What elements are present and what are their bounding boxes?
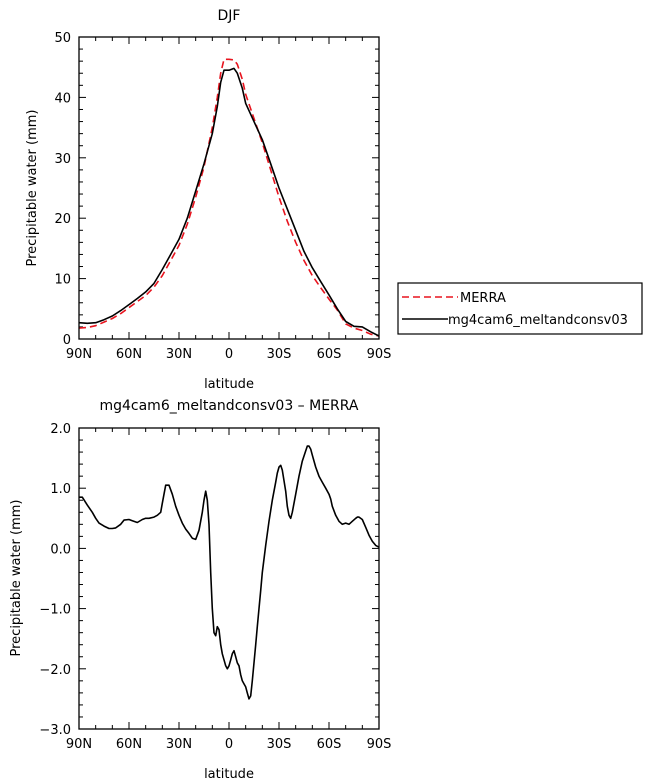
bottom-series-line-difference xyxy=(79,445,380,700)
bottom-series-lines xyxy=(79,445,380,700)
bottom-y-tick-label: −3.0 xyxy=(39,723,71,738)
top-y-tick-label: 20 xyxy=(54,212,71,227)
bottom-x-tick-label: 90N xyxy=(66,737,92,752)
top-chart-title: DJF xyxy=(218,8,241,24)
top-x-axis-label: latitude xyxy=(204,377,254,392)
bottom-panel: mg4cam6_meltandconsv03 – MERRA Precipita… xyxy=(9,398,391,782)
bottom-x-tick-label: 30S xyxy=(267,737,292,752)
top-plot-frame xyxy=(78,36,380,340)
top-series-line-merra xyxy=(78,58,380,337)
bottom-y-tick-label: 1.0 xyxy=(50,482,71,497)
bottom-y-tick-label: −2.0 xyxy=(39,663,71,678)
top-x-tick-label: 30N xyxy=(166,347,192,362)
bottom-y-tick-label: −1.0 xyxy=(39,603,71,618)
bottom-chart-title: mg4cam6_meltandconsv03 – MERRA xyxy=(99,398,358,414)
bottom-y-axis-label: Precipitable water (mm) xyxy=(9,500,24,657)
top-y-tick-label: 50 xyxy=(54,31,71,46)
bottom-x-tick-label: 90S xyxy=(367,737,392,752)
top-y-tick-label: 10 xyxy=(54,273,71,288)
bottom-y-tick-label: 0.0 xyxy=(50,542,71,557)
bottom-x-axis-label: latitude xyxy=(204,767,254,782)
bottom-x-tick-label: 30N xyxy=(166,737,192,752)
bottom-y-tick-label: 2.0 xyxy=(50,422,71,437)
legend: MERRA mg4cam6_meltandconsv03 xyxy=(397,282,643,335)
top-y-tick-label: 0 xyxy=(63,333,71,348)
top-x-tick-label: 90N xyxy=(66,347,92,362)
top-x-tick-label: 60N xyxy=(116,347,142,362)
top-y-tick-label: 40 xyxy=(54,91,71,106)
top-panel: DJF Precipitable water (mm) latitude 90N… xyxy=(25,8,391,392)
bottom-x-tick-label: 0 xyxy=(225,737,233,752)
legend-label-merra: MERRA xyxy=(460,291,506,306)
bottom-plot-frame xyxy=(78,427,380,730)
legend-box xyxy=(397,282,643,335)
top-x-tick-label: 60S xyxy=(317,347,342,362)
top-series-line-mg4cam6-meltandconsv03 xyxy=(78,67,380,337)
top-x-tick-label: 90S xyxy=(367,347,392,362)
bottom-x-tick-label: 60S xyxy=(317,737,342,752)
top-x-tick-label: 0 xyxy=(225,347,233,362)
top-series-lines xyxy=(78,58,380,337)
bottom-axis-ticks: 90N 60N 30N 0 30S 60S 90S −3.0 −2.0 −1.0 0.0 1.0 2.0 xyxy=(39,422,391,752)
top-y-tick-label: 30 xyxy=(54,152,71,167)
top-axis-ticks: 90N 60N 30N 0 30S 60S 90S 0 10 20 30 40 50 xyxy=(54,31,391,362)
top-x-tick-label: 30S xyxy=(267,347,292,362)
top-y-axis-label: Precipitable water (mm) xyxy=(25,110,40,267)
legend-label-model: mg4cam6_meltandconsv03 xyxy=(448,313,628,328)
bottom-x-tick-label: 60N xyxy=(116,737,142,752)
